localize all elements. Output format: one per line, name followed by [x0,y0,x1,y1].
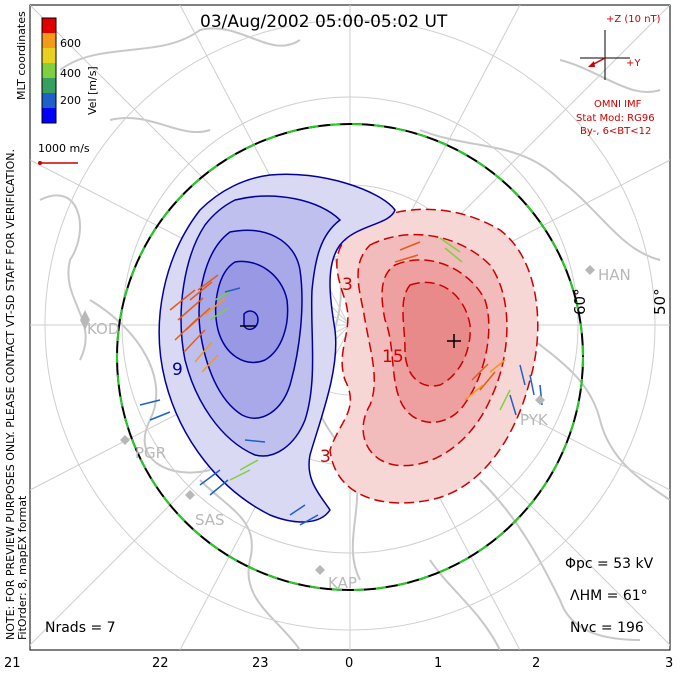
scale-vector-label: 1000 m/s [38,142,90,155]
mlt-tick-0: 0 [345,656,353,671]
hm-latitude: ΛHM = 61° [570,588,648,604]
stat-model: Stat Mod: RG96 [576,113,655,124]
station-pgr: PGR [135,444,166,462]
imf-y-label: +Y [626,58,641,69]
imf-clock: +Z (10 nT) +Y OMNI IMF Stat Mod: RG96 By… [576,14,661,137]
map-title: 03/Aug/2002 05:00-05:02 UT [200,12,448,32]
mlt-axis: 21 22 23 0 1 2 3 [4,656,673,671]
imf-condition: By-, 6<BT<12 [580,126,651,137]
lat-label-60: 60° [571,288,589,315]
cross-polar-potential: Φpc = 53 kV [565,556,654,572]
mlt-tick-21: 21 [4,656,21,671]
velocity-colorbar: 600 400 200 Vel [m/s] [41,17,99,124]
mlt-tick-23: 23 [252,656,269,671]
colorbar-tick-200: 200 [60,94,81,107]
colorbar-tick-600: 600 [60,37,81,50]
radar-count: Nrads = 7 [45,620,116,636]
station-han: HAN [598,266,631,284]
velocity-vectors [139,237,543,526]
fit-order-note: FitOrder: 8, mapEX format [16,495,29,640]
contour-label-3b: 3 [320,447,331,467]
colorbar-tick-400: 400 [60,67,81,80]
lat-label-50: 50° [651,288,669,315]
coastlines [39,27,670,650]
station-pyk: PYK [520,411,549,429]
negative-potential-cell [158,173,396,523]
mlt-tick-1: 1 [434,656,442,671]
imf-source: OMNI IMF [594,99,642,110]
coords-label: MLT coordinates [15,11,28,100]
station-markers [80,265,595,575]
contour-label-3: 3 [342,275,353,295]
mlt-tick-2: 2 [532,656,540,671]
contour-label-9: 9 [172,360,183,380]
vector-count: Nvc = 196 [570,620,644,636]
hm-boundary-green [116,123,584,591]
station-kap: KAP [328,574,357,592]
mlt-tick-22: 22 [152,656,169,671]
imf-z-label: +Z (10 nT) [606,14,661,25]
positive-potential-cell [329,208,539,504]
station-sas: SAS [195,511,225,529]
scale-vector-origin [38,161,42,165]
preview-note: NOTE: FOR PREVIEW PURPOSES ONLY. PLEASE … [4,149,17,640]
contour-label-15: 15 [382,347,404,367]
station-kod: KOD [87,320,119,338]
mlt-tick-3: 3 [665,656,673,671]
colorbar-label: Vel [m/s] [86,66,99,115]
